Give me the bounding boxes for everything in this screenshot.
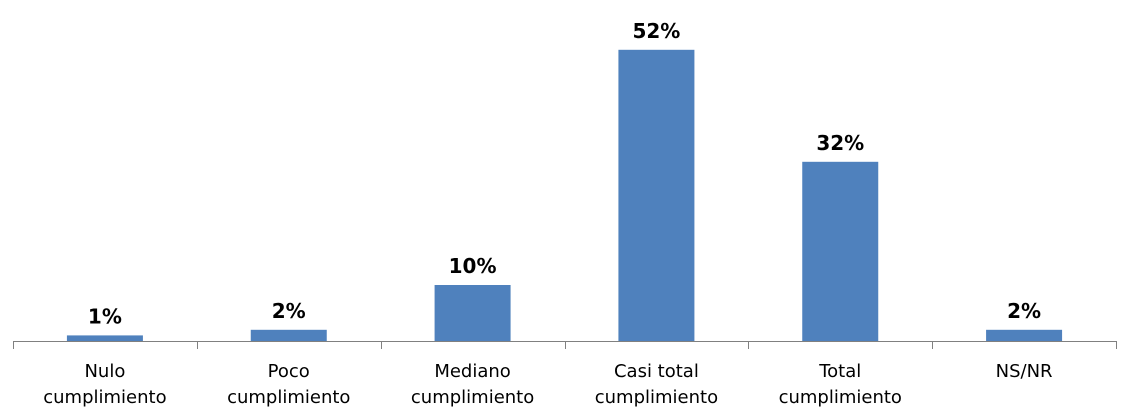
bar (434, 285, 511, 341)
data-labels-group: 1% 2% 10% 52% 32% 2% (88, 19, 1041, 329)
category-label: Casi total cumplimiento (595, 361, 718, 408)
bar (66, 335, 143, 341)
category-label: Total cumplimiento (779, 361, 902, 408)
category-label: Mediano cumplimiento (411, 361, 534, 408)
data-label: 32% (816, 131, 864, 155)
category-label-line: Poco (268, 361, 310, 382)
bar (618, 49, 695, 342)
category-label-line: cumplimiento (43, 387, 166, 408)
category-label-line: Nulo (84, 361, 125, 382)
category-label-line: cumplimiento (411, 387, 534, 408)
bars-group (66, 49, 1063, 342)
category-label-line: Total (818, 361, 861, 382)
category-label-line: NS/NR (996, 361, 1053, 382)
category-label: Poco cumplimiento (227, 361, 350, 408)
bar (986, 329, 1063, 341)
x-axis-ticks (13, 341, 1117, 349)
category-labels-group: Nulo cumplimiento Poco cumplimiento Mediano c… (43, 361, 1052, 408)
category-label: NS/NR (996, 361, 1053, 382)
data-label: 2% (272, 299, 306, 323)
data-label: 2% (1007, 299, 1041, 323)
category-label-line: cumplimiento (227, 387, 350, 408)
bar (250, 329, 327, 341)
category-label-line: Casi total (614, 361, 699, 382)
category-label: Nulo cumplimiento (43, 361, 166, 408)
data-label: 10% (449, 254, 497, 278)
bar (802, 161, 879, 341)
data-label: 1% (88, 304, 122, 328)
data-label: 52% (632, 19, 680, 43)
category-label-line: cumplimiento (779, 387, 902, 408)
category-label-line: Mediano (434, 361, 510, 382)
category-label-line: cumplimiento (595, 387, 718, 408)
